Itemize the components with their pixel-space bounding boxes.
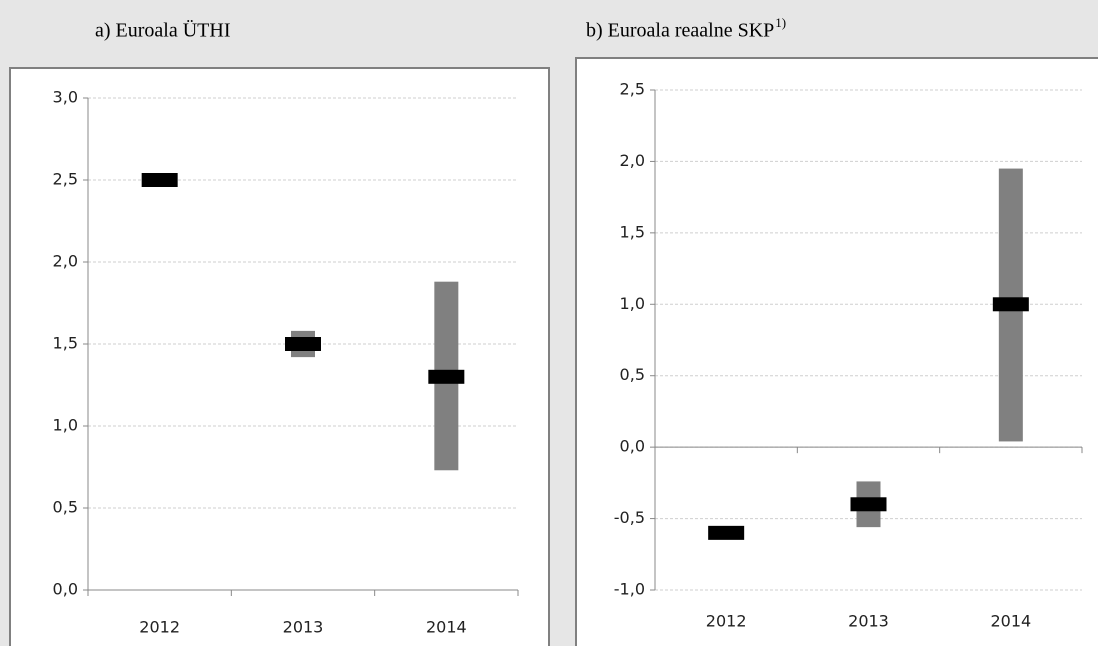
y-tick-label: -1,0 bbox=[614, 580, 645, 599]
point-estimate bbox=[141, 173, 178, 187]
x-tick-label: 2012 bbox=[139, 618, 180, 637]
y-tick-label: 1,0 bbox=[620, 294, 645, 313]
y-tick-label: 0,0 bbox=[53, 580, 78, 599]
y-tick-label: 2,5 bbox=[53, 170, 78, 189]
chart-title: b) Euroala reaalne SKP bbox=[586, 20, 774, 42]
panel-a bbox=[9, 67, 550, 646]
y-tick-label: 0,0 bbox=[620, 437, 645, 456]
point-estimate bbox=[428, 369, 465, 384]
point-estimate bbox=[285, 337, 321, 351]
y-tick-label: 2,0 bbox=[53, 252, 78, 271]
y-tick-label: 0,5 bbox=[53, 498, 78, 517]
point-estimate bbox=[708, 525, 745, 540]
y-tick-label: 1,5 bbox=[620, 222, 645, 241]
y-tick-label: 1,5 bbox=[53, 334, 78, 353]
x-tick-label: 2014 bbox=[990, 612, 1031, 631]
y-tick-label: -0,5 bbox=[614, 508, 645, 527]
y-tick-label: 0,5 bbox=[620, 365, 645, 384]
point-estimate bbox=[992, 297, 1029, 312]
x-tick-label: 2013 bbox=[283, 618, 324, 637]
chart-title: a) Euroala ÜTHI bbox=[95, 19, 231, 42]
point-estimate bbox=[850, 497, 887, 512]
y-tick-label: 2,5 bbox=[620, 80, 645, 99]
y-tick-label: 1,0 bbox=[53, 416, 78, 435]
x-tick-label: 2012 bbox=[706, 612, 747, 631]
title-note: 1) bbox=[775, 15, 786, 30]
x-tick-label: 2013 bbox=[848, 612, 889, 631]
y-tick-label: 2,0 bbox=[620, 151, 645, 170]
y-tick-label: 3,0 bbox=[53, 88, 78, 107]
x-tick-label: 2014 bbox=[426, 618, 467, 637]
